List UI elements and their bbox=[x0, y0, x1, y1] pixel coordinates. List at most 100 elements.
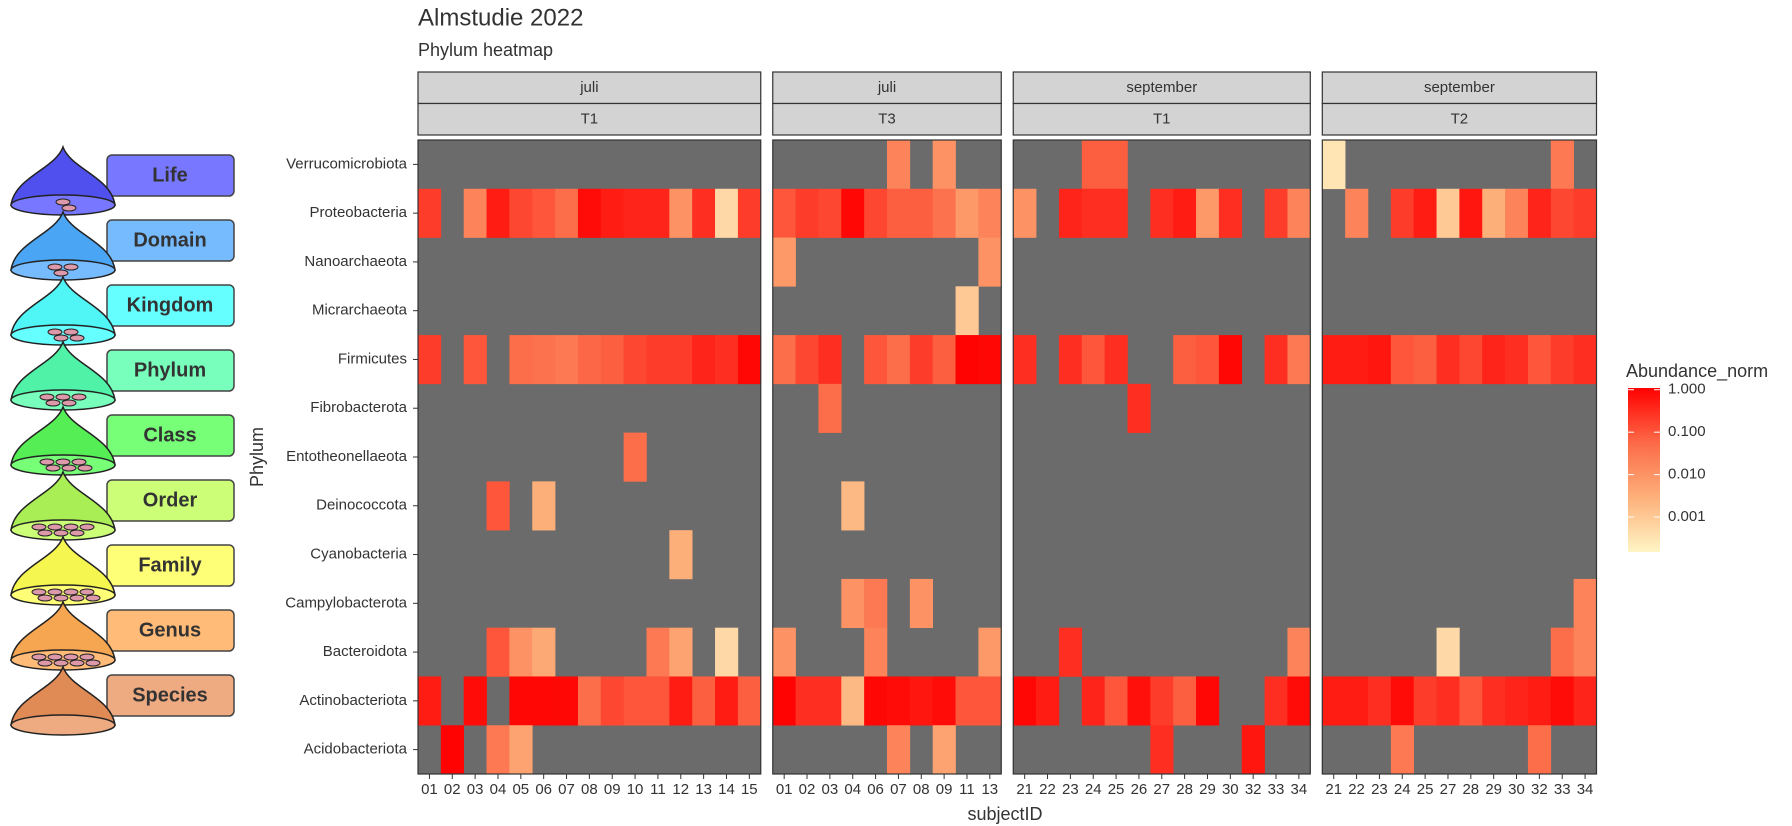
x-tick-label: 21 bbox=[1016, 781, 1033, 798]
x-tick-label: 23 bbox=[1371, 781, 1388, 798]
level-dot bbox=[53, 659, 69, 667]
y-tick-label: Proteobacteria bbox=[309, 204, 407, 221]
y-tick-label: Nanoarchaeota bbox=[304, 253, 407, 270]
heatmap-cell bbox=[737, 188, 762, 238]
level-dot bbox=[79, 588, 95, 596]
level-dot bbox=[45, 399, 61, 407]
heatmap-cell bbox=[440, 725, 464, 775]
level-box bbox=[106, 414, 235, 457]
heatmap-cell bbox=[841, 188, 865, 238]
level-box bbox=[106, 544, 235, 587]
heatmap-cell bbox=[1264, 188, 1288, 238]
heatmap-cell bbox=[864, 188, 888, 238]
level-dot bbox=[37, 594, 53, 602]
heatmap-cell bbox=[1413, 188, 1437, 238]
x-tick-label: 21 bbox=[1325, 781, 1342, 798]
level-dot bbox=[31, 523, 47, 531]
heatmap-cell bbox=[577, 676, 602, 726]
heatmap-cell bbox=[1013, 335, 1037, 385]
level-label: Domain bbox=[133, 229, 206, 251]
colorbar bbox=[1628, 388, 1660, 552]
panel-background bbox=[418, 140, 761, 774]
level-dot bbox=[69, 594, 85, 602]
heatmap-cell bbox=[978, 627, 1002, 677]
heatmap-cell bbox=[1322, 335, 1346, 385]
heatmap-cell bbox=[532, 481, 556, 531]
level-dot bbox=[63, 523, 79, 531]
heatmap-cell bbox=[1150, 676, 1174, 726]
heatmap-cell bbox=[887, 188, 911, 238]
heatmap-cell bbox=[1550, 188, 1574, 238]
heatmap-cell bbox=[1390, 188, 1414, 238]
level-dot bbox=[47, 523, 63, 531]
heatmap-cell bbox=[1550, 676, 1574, 726]
heatmap-cell bbox=[1436, 676, 1460, 726]
heatmap-cell bbox=[795, 335, 819, 385]
heatmap-cell bbox=[955, 335, 979, 385]
level-dot bbox=[63, 328, 79, 336]
heatmap-cell bbox=[1104, 676, 1128, 726]
x-tick-label: 03 bbox=[467, 781, 484, 798]
level-dot bbox=[37, 529, 53, 537]
x-tick-label: 08 bbox=[913, 781, 930, 798]
heatmap-cell bbox=[715, 676, 739, 726]
x-tick-label: 09 bbox=[936, 781, 953, 798]
heatmap-cell bbox=[737, 335, 762, 385]
heatmap-cell bbox=[715, 627, 739, 677]
level-label: Species bbox=[132, 684, 208, 706]
y-tick-label: Cyanobacteria bbox=[310, 546, 407, 563]
heatmap-cell bbox=[715, 188, 739, 238]
heatmap-cell bbox=[1127, 383, 1151, 433]
level-box bbox=[106, 284, 235, 327]
heatmap-cell bbox=[1550, 140, 1574, 190]
heatmap-cell bbox=[669, 335, 693, 385]
level-dot bbox=[39, 458, 55, 466]
heatmap-cell bbox=[1459, 676, 1483, 726]
heatmap-cell bbox=[509, 627, 533, 677]
level-dot bbox=[55, 458, 71, 466]
strip-label: september bbox=[1424, 79, 1495, 96]
chart-title: Almstudie 2022 bbox=[418, 4, 583, 31]
heatmap-cell bbox=[669, 530, 693, 580]
level-dot bbox=[47, 263, 63, 271]
heatmap-cell bbox=[1550, 335, 1574, 385]
heatmap-cell bbox=[600, 188, 624, 238]
heatmap-cell bbox=[772, 335, 796, 385]
heatmap-cell bbox=[818, 188, 842, 238]
heatmap-cell bbox=[1527, 676, 1552, 726]
x-tick-label: 22 bbox=[1039, 781, 1056, 798]
y-tick-label: Firmicutes bbox=[338, 350, 407, 367]
level-dot bbox=[53, 594, 69, 602]
x-tick-label: 09 bbox=[604, 781, 621, 798]
heatmap-cell bbox=[841, 481, 865, 531]
heatmap-cell bbox=[1218, 188, 1243, 238]
heatmap-cell bbox=[532, 676, 556, 726]
x-tick-label: 08 bbox=[581, 781, 598, 798]
heatmap-cell bbox=[887, 725, 911, 775]
heatmap-cell bbox=[1104, 335, 1128, 385]
heatmap-cell bbox=[1505, 676, 1529, 726]
x-tick-label: 27 bbox=[1440, 781, 1457, 798]
heatmap-cell bbox=[1196, 335, 1220, 385]
level-box bbox=[106, 349, 235, 392]
level-dot bbox=[61, 464, 77, 472]
heatmap-cell bbox=[864, 676, 888, 726]
level-box bbox=[106, 609, 235, 652]
strip bbox=[417, 71, 762, 105]
heatmap-cell bbox=[737, 676, 762, 726]
level-box bbox=[106, 674, 235, 717]
x-tick-label: 06 bbox=[535, 781, 552, 798]
heatmap-cell bbox=[646, 335, 670, 385]
heatmap-cell bbox=[864, 627, 888, 677]
heatmap-cell bbox=[623, 335, 647, 385]
heatmap-cell bbox=[463, 676, 487, 726]
heatmap-cell bbox=[818, 335, 842, 385]
x-tick-label: 24 bbox=[1394, 781, 1411, 798]
heatmap-cell bbox=[1390, 335, 1414, 385]
heatmap-cell bbox=[1104, 140, 1128, 190]
heatmap-cell bbox=[932, 676, 956, 726]
strip bbox=[1321, 102, 1598, 136]
x-tick-label: 34 bbox=[1577, 781, 1594, 798]
x-tick-label: 28 bbox=[1176, 781, 1193, 798]
heatmap-cell bbox=[909, 188, 933, 238]
